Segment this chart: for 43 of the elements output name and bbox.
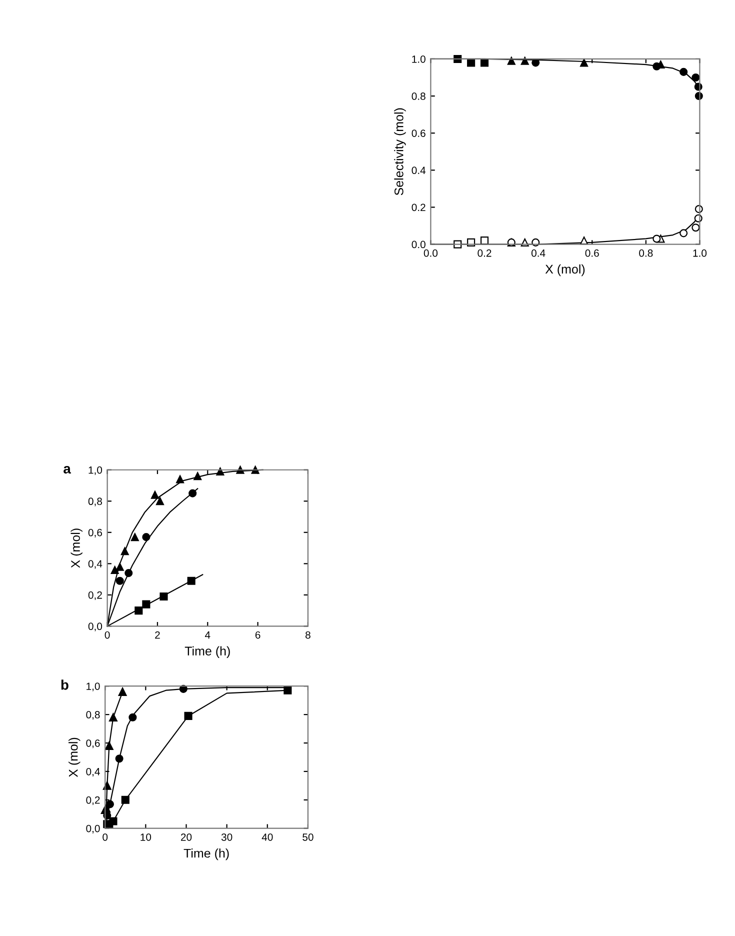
x-tick-label: 10 xyxy=(140,833,152,841)
x-tick-label: 0.4 xyxy=(531,249,546,257)
x-tick-label: 0.6 xyxy=(585,249,599,257)
x-tick-label: 0.0 xyxy=(424,249,438,257)
y-tick-label: 1,0 xyxy=(86,682,100,692)
y-tick-label: 0.4 xyxy=(412,166,426,174)
y-tick-label: 1,0 xyxy=(88,466,102,475)
x-tick-label: 20 xyxy=(180,833,192,841)
y-tick-label: 0,6 xyxy=(88,528,102,538)
y-tick-label: 0,0 xyxy=(86,824,100,834)
y-tick-label: 0,2 xyxy=(88,591,102,600)
y-tick-label: 0,0 xyxy=(88,622,102,632)
y-axis-title: Selectivity (mol) xyxy=(394,108,406,196)
x-tick-label: 2 xyxy=(155,631,160,639)
y-tick-label: 0.8 xyxy=(412,92,426,100)
x-tick-label: 1.0 xyxy=(693,249,707,257)
y-tick-label: 0,8 xyxy=(86,711,100,720)
x-axis-title: Time (h) xyxy=(184,848,229,860)
x-tick-label: 0.2 xyxy=(478,249,492,257)
y-axis-title: X (mol) xyxy=(68,738,80,778)
x-tick-label: 30 xyxy=(221,833,232,841)
chart-title: b xyxy=(61,680,68,690)
y-tick-label: 0,8 xyxy=(88,498,102,506)
x-axis-title: Time (h) xyxy=(184,646,230,658)
y-tick-label: 0,4 xyxy=(88,560,102,569)
x-tick-label: 0.8 xyxy=(639,249,653,257)
x-tick-label: 40 xyxy=(262,833,273,841)
y-axis-title: X (mol) xyxy=(70,528,82,568)
y-tick-label: 0,6 xyxy=(86,739,100,748)
x-tick-label: 6 xyxy=(255,631,260,639)
y-tick-label: 0,2 xyxy=(86,796,100,806)
x-tick-label: 4 xyxy=(204,631,210,639)
x-tick-label: 0 xyxy=(102,833,108,841)
chart-title: a xyxy=(64,466,71,474)
y-tick-label: 0.6 xyxy=(412,130,426,137)
y-tick-label: 0,4 xyxy=(86,768,100,777)
x-tick-label: 50 xyxy=(302,833,314,841)
y-tick-label: 0.0 xyxy=(412,240,426,248)
x-tick-label: 0 xyxy=(104,631,110,639)
y-tick-label: 1.0 xyxy=(412,55,426,63)
x-axis-title: X (mol) xyxy=(545,264,585,276)
x-tick-label: 8 xyxy=(306,631,310,639)
y-tick-label: 0.2 xyxy=(412,204,426,212)
